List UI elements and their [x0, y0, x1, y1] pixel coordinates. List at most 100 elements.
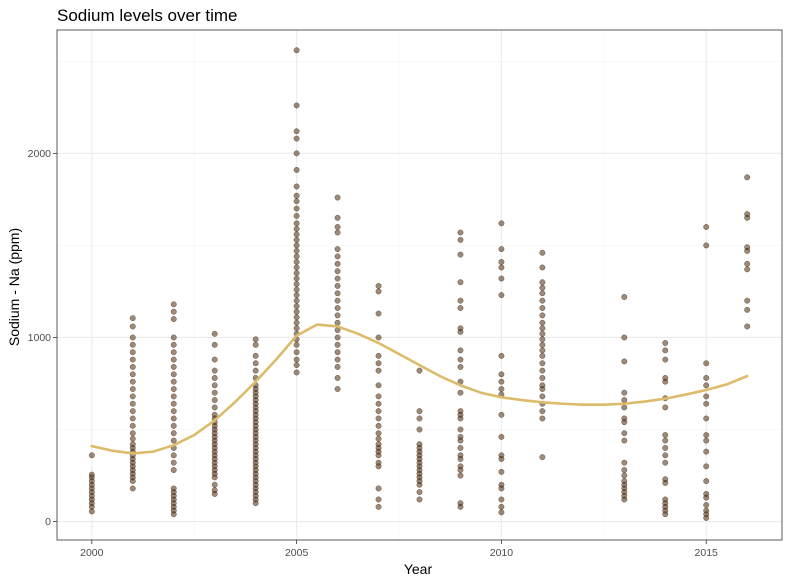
data-point — [129, 363, 136, 370]
data-point — [170, 511, 177, 518]
data-point — [334, 282, 341, 289]
data-point — [129, 386, 136, 392]
data-point — [375, 382, 382, 389]
data-point — [703, 432, 710, 439]
data-point — [252, 367, 259, 374]
data-point — [293, 253, 300, 260]
data-point — [662, 356, 669, 363]
data-point — [457, 467, 464, 473]
data-point — [293, 259, 300, 265]
data-point — [539, 386, 546, 392]
data-point — [703, 375, 710, 381]
data-point — [539, 249, 546, 256]
data-point — [703, 393, 710, 400]
data-point — [375, 503, 382, 510]
data-point — [170, 334, 177, 341]
data-point — [744, 297, 751, 304]
data-point — [416, 415, 423, 422]
data-point — [293, 135, 300, 142]
data-point — [498, 496, 505, 503]
data-point — [498, 264, 505, 271]
data-point — [621, 397, 628, 404]
x-tick-label: 2000 — [80, 547, 104, 559]
data-point — [539, 454, 546, 461]
data-point — [293, 213, 300, 219]
data-point — [498, 509, 505, 516]
data-point — [457, 437, 464, 444]
data-point — [662, 437, 669, 444]
data-point — [170, 378, 177, 385]
data-point — [498, 378, 505, 385]
data-point — [293, 275, 300, 282]
data-point — [252, 336, 259, 343]
data-point — [334, 375, 341, 381]
data-point — [88, 508, 95, 515]
data-point — [498, 352, 505, 359]
data-point — [293, 242, 300, 249]
data-point — [334, 312, 341, 319]
data-point — [539, 330, 546, 337]
data-point — [170, 393, 177, 400]
data-point — [334, 290, 341, 297]
data-point — [293, 369, 300, 376]
data-point — [375, 430, 382, 437]
data-point — [334, 194, 341, 201]
data-point — [457, 229, 464, 236]
data-point — [375, 435, 382, 442]
data-point — [744, 266, 751, 273]
data-point — [334, 214, 341, 221]
data-point — [457, 415, 464, 422]
data-point — [170, 408, 177, 415]
data-point — [293, 362, 300, 369]
data-point — [498, 246, 505, 253]
smooth-trend-line — [90, 323, 749, 455]
data-point — [170, 308, 177, 315]
data-point — [498, 275, 505, 282]
data-point — [129, 341, 136, 348]
data-point — [170, 386, 177, 392]
data-point — [539, 375, 546, 381]
data-point — [129, 422, 136, 429]
data-point — [621, 358, 628, 365]
data-point — [498, 456, 505, 462]
data-point — [334, 356, 341, 363]
data-point — [334, 363, 341, 370]
x-axis-title: Year — [404, 561, 433, 577]
data-point — [334, 386, 341, 392]
data-point — [129, 415, 136, 422]
data-point — [129, 400, 136, 407]
data-point — [170, 452, 177, 459]
data-point — [211, 356, 218, 363]
data-point — [539, 297, 546, 304]
data-point — [744, 214, 751, 221]
data-point — [334, 319, 341, 326]
data-point — [211, 481, 218, 488]
data-point — [703, 224, 710, 230]
data-point — [744, 306, 751, 313]
data-point — [252, 341, 259, 348]
data-point — [498, 468, 505, 475]
data-point — [170, 363, 177, 370]
data-point — [293, 128, 300, 135]
data-point — [334, 268, 341, 275]
grid-major — [57, 30, 782, 540]
data-point — [744, 323, 751, 330]
data-point — [539, 336, 546, 343]
data-point — [539, 312, 546, 319]
y-axis-title: Sodium - Na (ppm) — [6, 228, 22, 346]
data-point — [170, 301, 177, 308]
data-point — [375, 400, 382, 407]
x-tick-label: 2005 — [285, 547, 309, 559]
data-point — [293, 225, 300, 232]
data-point — [375, 352, 382, 359]
data-point — [129, 430, 136, 437]
data-point — [539, 347, 546, 354]
data-point — [293, 349, 300, 356]
data-point — [375, 496, 382, 503]
data-point — [457, 305, 464, 311]
x-axis-ticks: 2000 2005 2010 2015 — [80, 540, 718, 559]
data-point — [621, 459, 628, 466]
data-point — [539, 341, 546, 348]
data-point — [211, 341, 218, 348]
y-axis-ticks: 0 1000 2000 — [28, 148, 57, 528]
